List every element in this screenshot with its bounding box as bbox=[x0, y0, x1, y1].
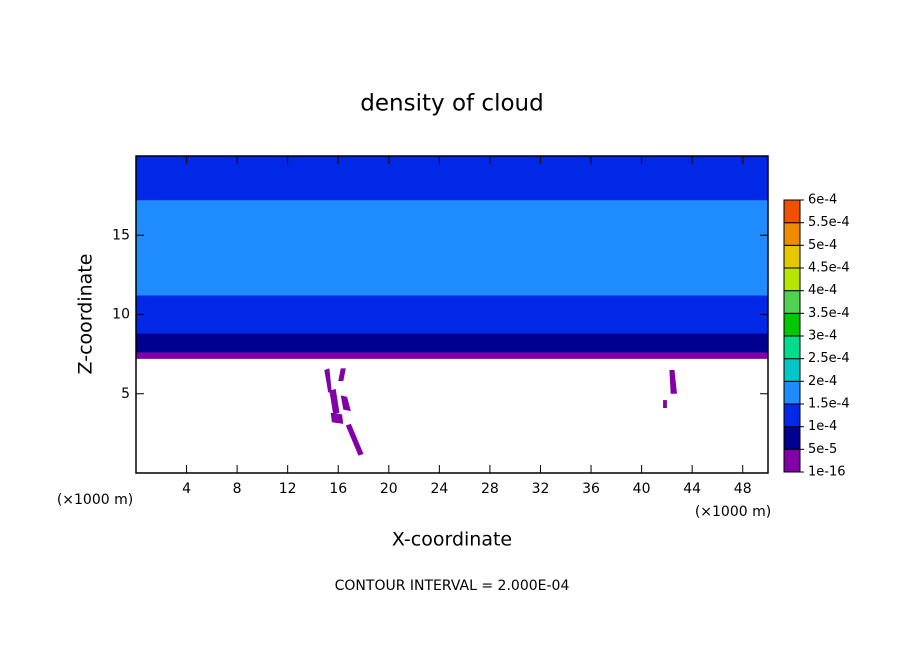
colorbar-label: 3.5e-4 bbox=[808, 306, 850, 321]
colorbar-label: 1e-4 bbox=[808, 419, 837, 434]
x-tick-label: 40 bbox=[633, 481, 651, 497]
contour-patch bbox=[324, 368, 332, 394]
colorbar-label: 2.5e-4 bbox=[808, 351, 850, 366]
contour-patch bbox=[330, 412, 344, 424]
colorbar-box bbox=[783, 312, 801, 337]
x-tick-label: 28 bbox=[481, 481, 499, 497]
x-tick-label: 44 bbox=[683, 481, 701, 497]
contour-band bbox=[136, 295, 768, 334]
x-tick-label: 24 bbox=[430, 481, 448, 497]
contour-band bbox=[136, 333, 768, 353]
contour-patch bbox=[338, 368, 346, 382]
colorbar-label: 3e-4 bbox=[808, 329, 837, 344]
colorbar-label: 6e-4 bbox=[808, 193, 837, 208]
contour-band bbox=[136, 156, 768, 201]
colorbar-label: 4e-4 bbox=[808, 283, 837, 298]
colorbar-label: 1.5e-4 bbox=[808, 397, 850, 412]
y-tick-label: 15 bbox=[112, 227, 130, 243]
contour-band bbox=[136, 352, 768, 359]
x-tick-label: 12 bbox=[279, 481, 297, 497]
colorbar-label: 5e-4 bbox=[808, 238, 837, 253]
y-tick-label: 5 bbox=[121, 386, 130, 402]
x-tick-label: 36 bbox=[582, 481, 600, 497]
y-unit-label: (×1000 m) bbox=[57, 492, 133, 508]
contour-patch bbox=[345, 423, 364, 456]
colorbar-label: 1e-16 bbox=[808, 465, 846, 480]
x-tick-label: 48 bbox=[734, 481, 752, 497]
colorbar-label: 2e-4 bbox=[808, 374, 837, 389]
colorbar-box bbox=[783, 290, 801, 314]
colorbar-box bbox=[783, 267, 801, 292]
x-tick-label: 32 bbox=[532, 481, 550, 497]
y-axis-label: Z-coordinate bbox=[75, 254, 97, 375]
colorbar-box bbox=[783, 448, 801, 473]
x-tick-label: 20 bbox=[380, 481, 398, 497]
contour-band bbox=[136, 200, 768, 296]
colorbar-box bbox=[783, 403, 801, 428]
x-tick-label: 8 bbox=[233, 481, 242, 497]
colorbar-box bbox=[783, 244, 801, 269]
y-tick-label: 10 bbox=[112, 307, 130, 323]
colorbar-box bbox=[783, 222, 801, 246]
x-tick-label: 4 bbox=[182, 481, 191, 497]
colorbar-box bbox=[783, 380, 801, 405]
colorbar-box bbox=[783, 426, 801, 450]
footer: CONTOUR INTERVAL = 2.000E-04 bbox=[335, 578, 570, 594]
contour-patch bbox=[329, 388, 340, 415]
colorbar-label: 5e-5 bbox=[808, 442, 837, 457]
x-unit-label: (×1000 m) bbox=[695, 504, 771, 520]
colorbar-label: 5.5e-4 bbox=[808, 215, 850, 230]
contour-patch bbox=[669, 369, 677, 394]
colorbar-box bbox=[783, 335, 801, 360]
x-axis-label: X-coordinate bbox=[392, 529, 512, 551]
x-tick-label: 16 bbox=[329, 481, 347, 497]
colorbar-box bbox=[783, 199, 801, 224]
colorbar-label: 4.5e-4 bbox=[808, 261, 850, 276]
contour-patch bbox=[663, 400, 667, 409]
chart-title: density of cloud bbox=[360, 91, 543, 117]
colorbar-box bbox=[783, 358, 801, 382]
contour-patch bbox=[340, 395, 351, 412]
